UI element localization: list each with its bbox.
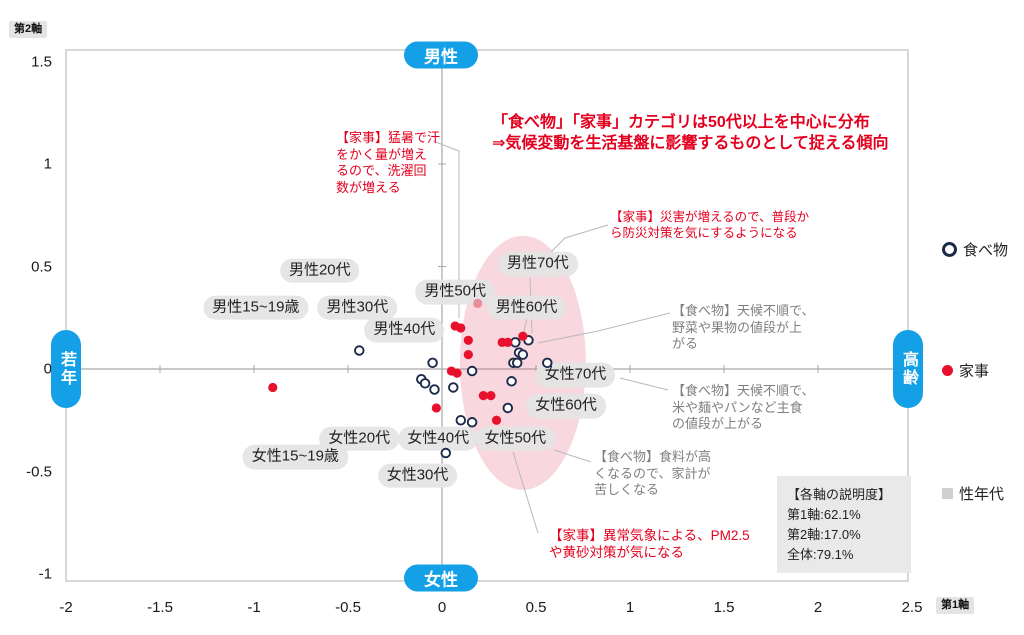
x-tick-label: -0.5 xyxy=(335,599,361,616)
y-tick-label: 1 xyxy=(43,155,52,173)
explained-box-title: 【各軸の説明度】 xyxy=(787,487,892,502)
chart-title: 「食べ物」「家事」カテゴリは50代以上を中心に分布 ⇒気候変動を生活基盤に影響す… xyxy=(492,112,888,154)
open-circle-marker-icon xyxy=(942,242,957,257)
annotation-tabemono-yasai: 【食べ物】天候不順で、 野菜や果物の値段が上 がる xyxy=(672,303,815,352)
explained-axis2-row: 第2軸:17.0% xyxy=(787,527,861,542)
annotation-kaji-sentaku: 【家事】猛暑で汗 をかく量が増え るので、洗濯回 数が増える xyxy=(336,130,441,195)
x-tick-label: 0.5 xyxy=(525,599,547,616)
y-tick-label: 1.5 xyxy=(31,53,52,70)
female-quadrant-pill: 女性 xyxy=(404,564,478,592)
legend-label: 性年代 xyxy=(959,486,1005,503)
demographic-label: 女性15~19歳 xyxy=(242,444,348,470)
x-tick-label: -1 xyxy=(247,599,261,616)
legend-label: 家事 xyxy=(959,363,990,380)
demographic-label: 男性20代 xyxy=(279,258,360,283)
demographic-label: 女性50代 xyxy=(475,426,556,452)
demographic-label: 男性15~19歳 xyxy=(203,295,309,320)
x-tick-label: 2 xyxy=(813,599,823,616)
x-tick-label: -2 xyxy=(59,599,73,616)
old-quadrant-pill: 高齢 xyxy=(893,330,923,408)
annotation-kaji-bousai: 【家事】災害が増えるので、普段か ら防災対策を気にするようになる xyxy=(610,210,810,240)
y-tick-label: 0 xyxy=(43,360,52,378)
demographic-label: 男性50代 xyxy=(415,279,495,305)
red-dot-marker-icon xyxy=(942,365,953,376)
chart-title-line2: ⇒気候変動を生活基盤に影響するものとして捉える傾向 xyxy=(492,135,889,152)
demographic-label: 男性60代 xyxy=(486,295,567,320)
legend-label: 食べ物 xyxy=(963,242,1009,259)
chart-title-line1: 「食べ物」「家事」カテゴリは50代以上を中心に分布 xyxy=(492,114,870,131)
x-tick-label: -1.5 xyxy=(147,599,173,616)
axis1-badge: 第1軸 xyxy=(936,597,975,615)
legend: 食べ物 家事 性年代 xyxy=(938,0,1024,635)
x-tick-label: 2.5 xyxy=(901,599,923,616)
axis-explained-box: 【各軸の説明度】 第1軸:62.1% 第2軸:17.0% 全体:79.1% xyxy=(777,476,911,573)
legend-item-tabemono: 食べ物 xyxy=(942,239,1008,260)
explained-total-row: 全体:79.1% xyxy=(787,547,854,562)
gray-square-marker-icon xyxy=(942,488,953,499)
x-tick-label: 1 xyxy=(625,599,635,616)
explained-axis1-row: 第1軸:62.1% xyxy=(787,507,861,522)
annotation-tabemono-shushoku: 【食べ物】天候不順で、 米や麺やパンなど主食 の値段が上がる xyxy=(672,383,815,432)
y-tick-label: -1 xyxy=(38,565,52,583)
legend-item-kaji: 家事 xyxy=(942,360,989,381)
demographic-label: 女性60代 xyxy=(526,393,606,419)
demographic-label: 男性40代 xyxy=(364,317,445,343)
x-tick-label: 0 xyxy=(437,599,447,616)
demographic-label: 女性30代 xyxy=(377,463,458,488)
y-tick-label: 0.5 xyxy=(31,258,52,275)
young-quadrant-pill: 若年 xyxy=(51,330,81,408)
annotation-kaji-pm25: 【家事】異常気象による、PM2.5 や黄砂対策が気になる xyxy=(549,528,750,561)
demographic-label: 男性30代 xyxy=(317,295,398,320)
axis2-badge: 第2軸 xyxy=(9,21,48,39)
male-quadrant-pill: 男性 xyxy=(404,41,478,69)
legend-item-seinendai: 性年代 xyxy=(942,483,1004,504)
y-tick-label: -0.5 xyxy=(26,463,52,480)
annotation-tabemono-kakei: 【食べ物】食料が高 くなるので、家計が 苦しくなる xyxy=(594,449,712,498)
demographic-label: 女性40代 xyxy=(398,426,479,452)
demographic-label: 男性70代 xyxy=(498,252,578,277)
x-tick-label: 1.5 xyxy=(713,599,735,616)
